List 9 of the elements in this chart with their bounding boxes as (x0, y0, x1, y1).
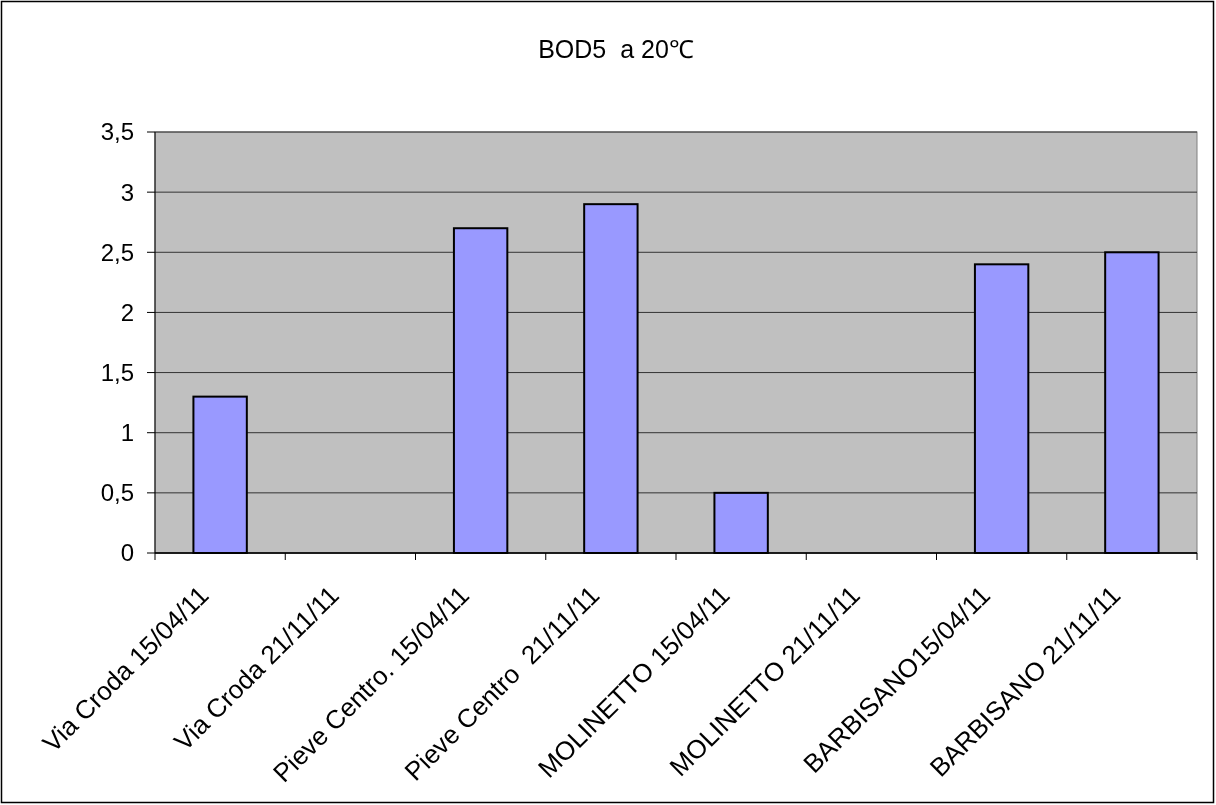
y-tick-label: 2,5 (100, 238, 134, 266)
y-tick-label: 0 (120, 539, 134, 567)
y-tick-label: 3 (120, 178, 134, 206)
y-tick-label: 3,5 (100, 118, 134, 146)
y-tick-label: 0,5 (100, 479, 134, 507)
chart-title: BOD5 a 20℃ (538, 35, 694, 63)
y-tick-label: 1,5 (100, 358, 134, 386)
y-tick-label: 2 (120, 298, 134, 326)
y-tick-label: 1 (120, 419, 134, 447)
